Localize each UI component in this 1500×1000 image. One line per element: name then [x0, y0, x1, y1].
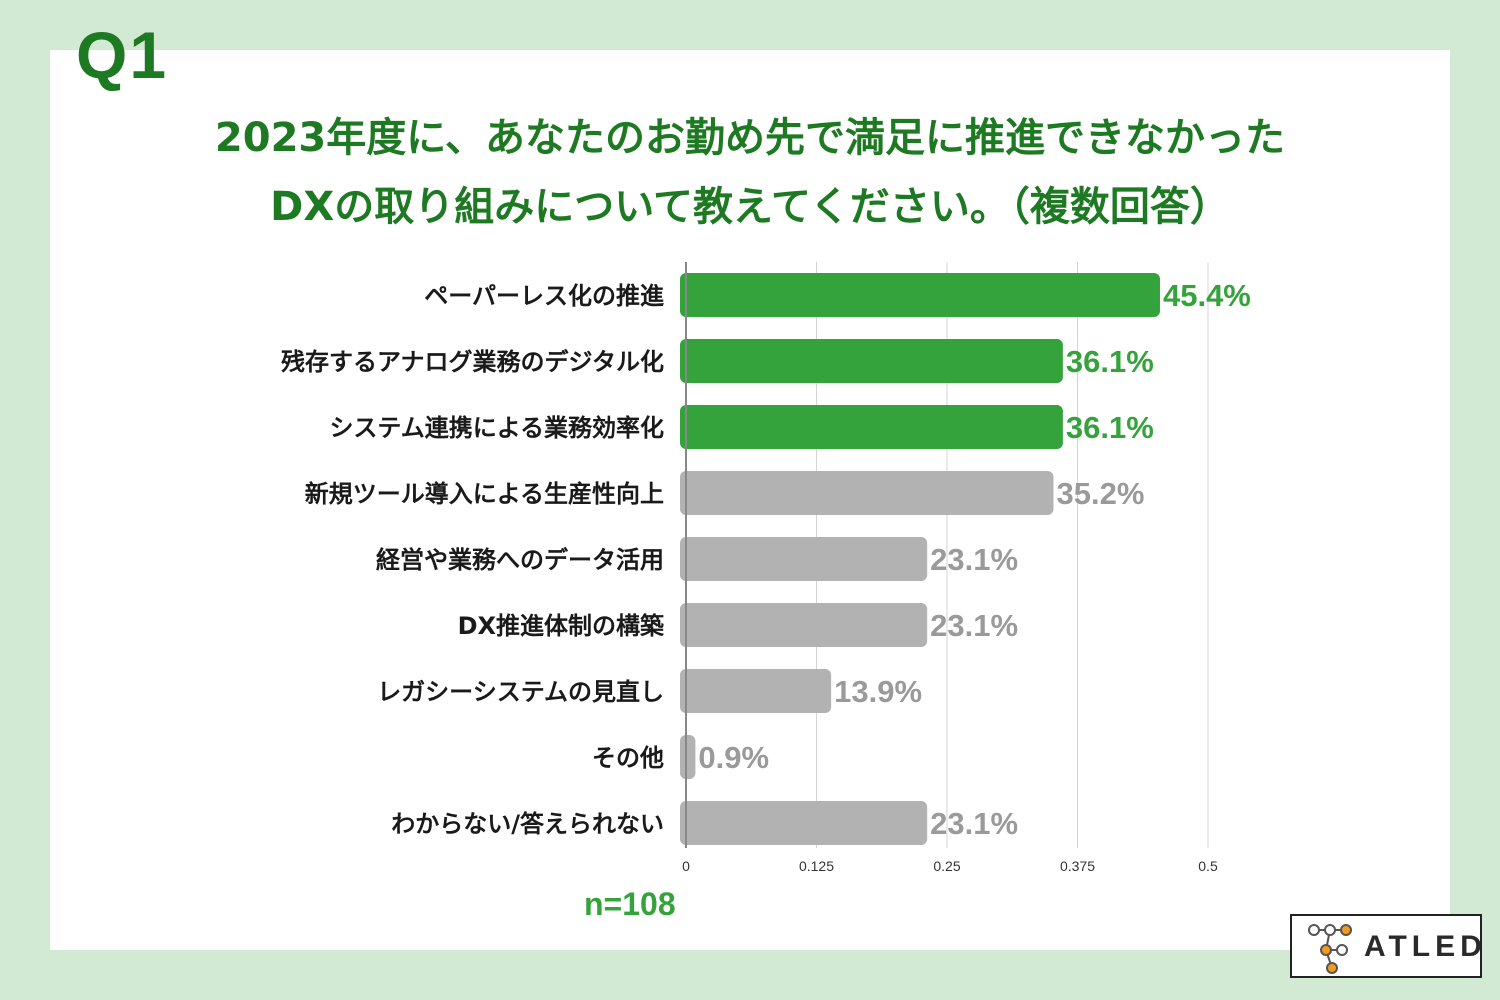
value-label: 35.2% [1056, 476, 1144, 511]
bar [680, 603, 928, 647]
value-label: 23.1% [930, 608, 1018, 643]
title-line-2: DXの取り組みについて教えてください。（複数回答） [270, 184, 1230, 230]
x-tick-label: 0 [682, 858, 690, 874]
x-tick-label: 0.5 [1198, 858, 1218, 874]
value-label: 45.4% [1163, 278, 1251, 313]
x-tick-label: 0.25 [933, 858, 960, 874]
bar [680, 339, 1063, 383]
atled-logo: ATLED [1290, 914, 1482, 978]
value-label: 0.9% [698, 740, 769, 775]
logo-mark-icon [1308, 924, 1352, 974]
category-label: システム連携による業務効率化 [329, 414, 664, 442]
bar [680, 669, 832, 713]
value-label: 23.1% [930, 542, 1018, 577]
category-label: 経営や業務へのデータ活用 [376, 546, 664, 574]
bar [680, 405, 1063, 449]
value-label: 13.9% [834, 674, 922, 709]
category-label: その他 [592, 744, 664, 772]
category-label: 新規ツール導入による生産性向上 [305, 480, 664, 508]
category-label: わからない/答えられない [391, 810, 664, 838]
question-label: Q1 [76, 18, 169, 92]
bar [680, 735, 696, 779]
category-label: ペーパーレス化の推進 [424, 282, 664, 310]
value-label: 23.1% [930, 806, 1018, 841]
bar [680, 537, 928, 581]
bar [680, 801, 928, 845]
category-label: レガシーシステムの見直し [377, 678, 664, 706]
category-label: DX推進体制の構築 [458, 612, 665, 640]
bar [680, 273, 1160, 317]
x-tick-label: 0.375 [1060, 858, 1095, 874]
value-label: 36.1% [1066, 410, 1154, 445]
bar [680, 471, 1054, 515]
category-label: 残存するアナログ業務のデジタル化 [281, 348, 664, 376]
sample-size-label: n=108 [584, 886, 676, 922]
x-tick-label: 0.125 [799, 858, 834, 874]
title-line-1: 2023年度に、あなたのお勤め先で満足に推進できなかった [214, 115, 1286, 161]
logo-text: ATLED [1364, 930, 1487, 963]
value-label: 36.1% [1066, 344, 1154, 379]
